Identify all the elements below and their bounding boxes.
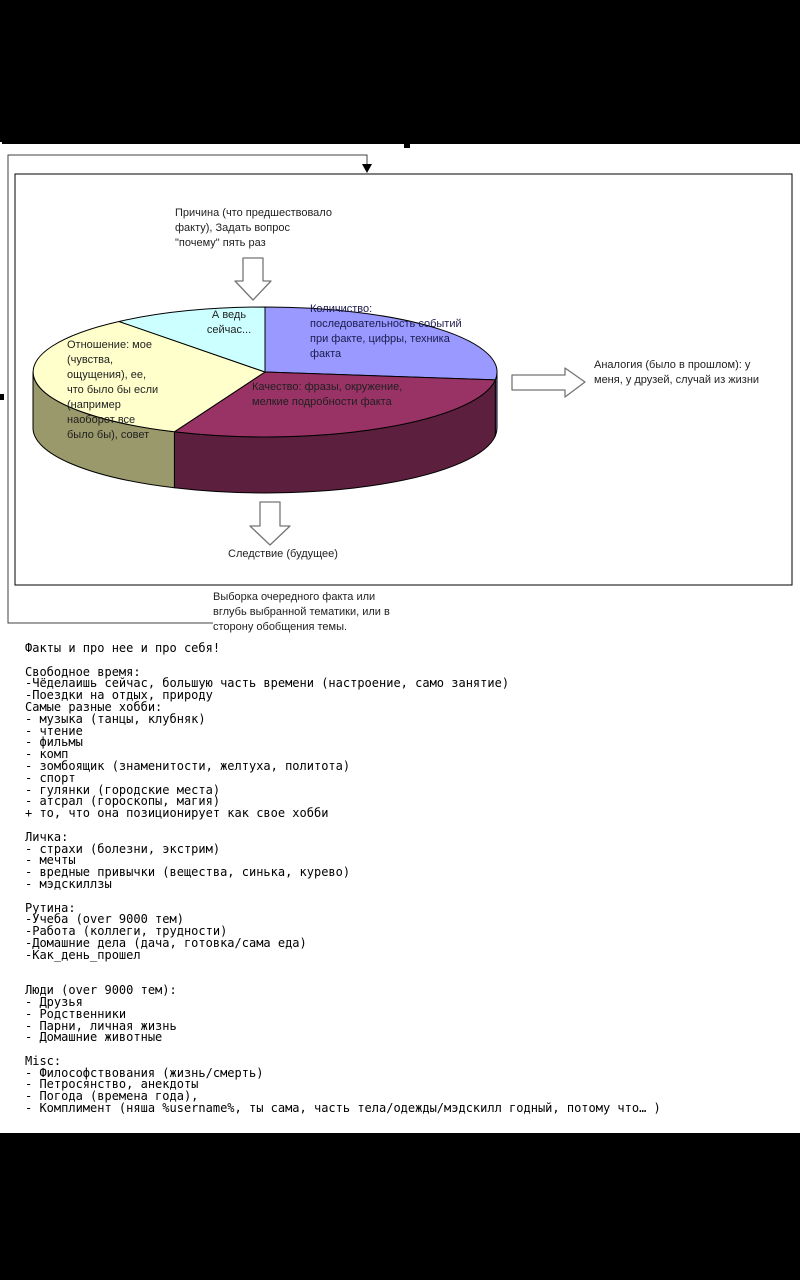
pie-chart [32, 306, 498, 494]
top-black-bar [0, 0, 800, 144]
pie-slice [32, 321, 266, 433]
pie-slice [173, 371, 496, 438]
pie-slice-label-quantity: Количиство: последовательность событий п… [310, 303, 462, 360]
right-arrow-analogy-icon [511, 367, 586, 398]
loop-arrowhead-icon [362, 164, 372, 173]
pie-slice-label-quality: Качество: фразы, окружение, мелкие подро… [252, 381, 403, 408]
small-black-tick [404, 142, 410, 148]
feedback-loop-line [7, 154, 368, 624]
diagram-graphics [7, 154, 793, 624]
pie-slice-label-attitude: Отношение: мое (чувства, ощущения), ее, … [67, 339, 159, 441]
down-arrow-consequence-icon [249, 501, 291, 546]
small-white-notch [0, 142, 2, 147]
analogy-label: Аналогия (было в прошлом): у меня, у дру… [594, 359, 760, 386]
pie-slice [264, 306, 498, 381]
consequence-label: Следствие (будущее) [228, 548, 338, 560]
down-arrow-cause-icon [234, 257, 272, 301]
selection-label: Выборка очередного факта или вглубь выбр… [213, 591, 390, 633]
pie-slice [118, 306, 266, 373]
small-black-square [0, 394, 4, 400]
pie-slice-label-now: А ведь сейчас... [206, 309, 252, 336]
body-text: Факты и про нее и про себя! Свободное вр… [25, 641, 661, 1116]
cause-label: Причина (что предшествовало факту), Зада… [175, 207, 332, 249]
bottom-black-bar [0, 1133, 800, 1280]
